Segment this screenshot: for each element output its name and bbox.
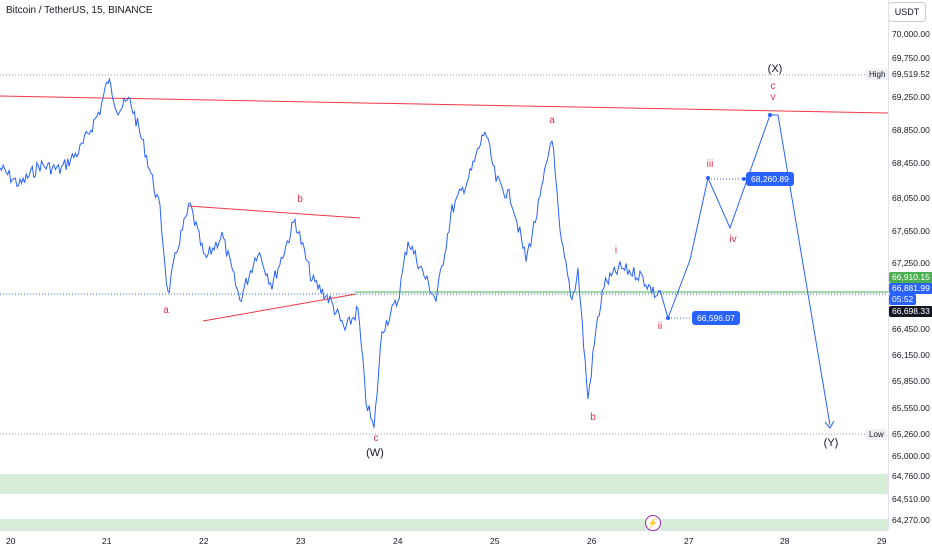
price-tick: 64,270.00	[892, 515, 930, 525]
price-tick: 67,650.00	[892, 226, 930, 236]
low-label: Low	[866, 429, 887, 440]
price-tick: 64,760.00	[892, 471, 930, 481]
wave-label-v: v	[770, 92, 776, 103]
high-label: High	[866, 69, 889, 80]
price-tick: 66,150.00	[892, 350, 930, 360]
callout-upper[interactable]: 68,260.89	[746, 172, 794, 186]
wave-label-ii: ii	[657, 321, 663, 332]
time-tick: 23	[296, 536, 306, 546]
wave-label-iii: iii	[706, 159, 714, 170]
price-tick: 65,000.00	[892, 451, 930, 461]
price-chart[interactable]	[0, 0, 888, 530]
time-tick: 29	[877, 536, 887, 546]
price-tag-green: 66,910.15	[889, 272, 932, 283]
time-tick: 27	[684, 536, 694, 546]
price-tick: 64,510.00	[892, 494, 930, 504]
wave-label-W: (W)	[366, 447, 384, 459]
time-tick: 20	[6, 536, 16, 546]
price-tick: 65,550.00	[892, 403, 930, 413]
wave-label-c-top: c	[770, 81, 776, 92]
time-tick: 26	[587, 536, 597, 546]
high-value: 69,519.52	[892, 69, 930, 79]
wave-label-a-mid: a	[549, 115, 555, 126]
currency-button[interactable]: USDT	[888, 2, 926, 22]
time-tick: 22	[199, 536, 209, 546]
low-value: 65,260.00	[892, 429, 930, 439]
wave-label-X: (X)	[767, 63, 783, 75]
price-tag-last: 66,881.99	[889, 283, 932, 294]
time-tick: 28	[780, 536, 790, 546]
wave-label-i: i	[614, 245, 618, 256]
price-tick: 68,450.00	[892, 158, 930, 168]
wave-label-b-mid: b	[590, 412, 596, 423]
price-tick: 67,250.00	[892, 258, 930, 268]
price-tag-countdown: 05:52	[889, 294, 917, 305]
resistance-trendline[interactable]	[0, 95, 888, 114]
price-tick: 69,750.00	[892, 53, 930, 63]
wave-label-Y: (Y)	[823, 437, 839, 449]
demand-zone-lower	[0, 519, 888, 530]
price-tick: 68,050.00	[892, 193, 930, 203]
projection-node-v	[768, 113, 772, 117]
price-tick: 68,850.00	[892, 125, 930, 135]
price-tick: 69,250.00	[892, 92, 930, 102]
time-tick: 21	[102, 536, 112, 546]
time-tick: 25	[490, 536, 500, 546]
time-tick: 24	[393, 536, 403, 546]
price-series	[0, 77, 661, 428]
price-tick: 66,450.00	[892, 324, 930, 334]
wave-label-b: b	[297, 194, 303, 205]
callout-lower[interactable]: 66,596.07	[692, 311, 740, 325]
wave-label-a: a	[163, 305, 169, 316]
price-tick: 70,000.00	[892, 29, 930, 39]
price-tag-dark: 66,698.33	[889, 306, 932, 317]
price-axis[interactable]	[888, 0, 932, 530]
projection-arrowhead	[824, 420, 835, 429]
projection-path[interactable]	[659, 114, 831, 426]
wave-label-iv: iv	[729, 234, 737, 245]
wave-label-c: c	[373, 433, 379, 444]
demand-zone-upper	[0, 474, 888, 494]
lightning-icon[interactable]: ⚡	[645, 515, 661, 531]
time-axis[interactable]	[0, 530, 888, 551]
price-tick: 65,850.00	[892, 376, 930, 386]
triangle-upper-line[interactable]	[187, 205, 361, 219]
symbol-title[interactable]: Bitcoin / TetherUS, 15, BINANCE	[6, 5, 153, 16]
